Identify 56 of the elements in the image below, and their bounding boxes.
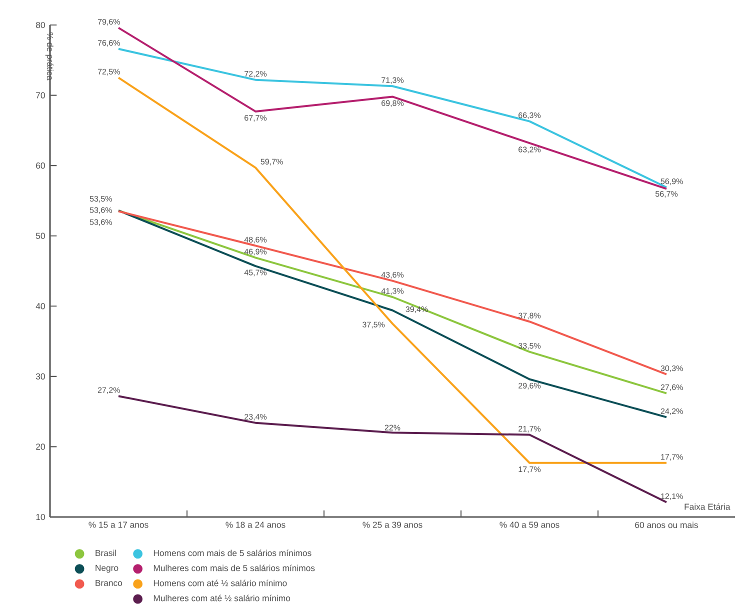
data-label: 66,3% bbox=[518, 112, 541, 120]
data-label: 27,2% bbox=[98, 387, 120, 394]
legend-label: Negro bbox=[96, 564, 118, 573]
data-label: 12,1% bbox=[661, 493, 683, 500]
y-tick-label: 30 bbox=[36, 373, 45, 380]
data-label: 72,2% bbox=[244, 70, 267, 78]
data-label: 79,6% bbox=[98, 18, 120, 26]
y-tick-label: 70 bbox=[36, 92, 45, 98]
data-label: 76,6% bbox=[98, 40, 120, 47]
data-label: 23,4% bbox=[244, 414, 267, 421]
data-label: 27,6% bbox=[660, 384, 683, 392]
data-label: 17,7% bbox=[661, 454, 683, 461]
legend-label: Mulheres com até ½ salário mínimo bbox=[154, 594, 290, 602]
legend-label: Homens com até ½ salário mínimo bbox=[154, 580, 287, 586]
data-label: 67,7% bbox=[244, 115, 267, 122]
data-label: 53,5% bbox=[90, 196, 112, 203]
data-label: 37,8% bbox=[518, 312, 541, 320]
y-axis-title: % de prática bbox=[45, 32, 54, 80]
data-label: 29,6% bbox=[518, 382, 541, 390]
y-tick-label: 50 bbox=[36, 232, 45, 239]
data-label: 56,7% bbox=[655, 191, 678, 198]
data-label: 43,6% bbox=[381, 272, 404, 279]
data-label: 59,7% bbox=[260, 158, 283, 166]
y-tick-label: 60 bbox=[36, 162, 45, 169]
data-label: 22% bbox=[384, 424, 400, 430]
data-label: 71,3% bbox=[382, 77, 404, 84]
data-label: 53,6% bbox=[90, 207, 112, 214]
data-label: 21,7% bbox=[518, 426, 541, 432]
data-label: 24,2% bbox=[660, 408, 683, 415]
legend-label: Mulheres com mais de 5 salários mínimos bbox=[154, 564, 315, 572]
legend-label: Homens com mais de 5 salários mínimos bbox=[154, 550, 312, 556]
x-tick-label: % 40 a 59 anos bbox=[500, 522, 560, 528]
data-label: 69,8% bbox=[382, 100, 404, 107]
data-label: 56,9% bbox=[660, 178, 683, 186]
y-tick-label: 20 bbox=[36, 444, 45, 450]
data-label: 17,7% bbox=[518, 466, 541, 474]
x-tick-label: % 15 a 17 anos bbox=[88, 522, 148, 528]
x-tick-label: % 25 a 39 anos bbox=[362, 522, 422, 528]
x-tick-label: % 18 a 24 anos bbox=[226, 522, 286, 528]
data-label: 33,5% bbox=[518, 342, 541, 350]
data-label: 53,6% bbox=[90, 219, 112, 226]
x-axis-title: Faixa Etária bbox=[684, 503, 730, 510]
data-label: 72,5% bbox=[98, 68, 120, 76]
y-tick-label: 80 bbox=[36, 22, 45, 28]
data-label: 30,3% bbox=[660, 365, 683, 372]
data-label: 45,7% bbox=[244, 270, 267, 276]
y-tick-label: 40 bbox=[36, 303, 45, 310]
legend-label: Brasil bbox=[96, 550, 116, 556]
data-label: 46,9% bbox=[244, 248, 267, 256]
data-label: 41,3% bbox=[381, 288, 404, 295]
y-tick-label: 10 bbox=[36, 514, 45, 520]
x-tick-label: 60 anos ou mais bbox=[635, 522, 698, 528]
data-label: 48,6% bbox=[244, 236, 267, 244]
legend-label: Branco bbox=[96, 580, 122, 586]
data-label: 63,2% bbox=[518, 146, 541, 154]
data-label: 37,5% bbox=[362, 322, 385, 328]
